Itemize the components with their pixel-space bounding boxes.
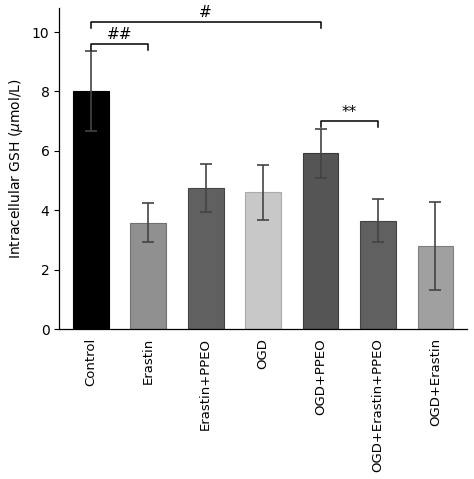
Bar <box>130 223 166 329</box>
Bar <box>246 193 281 329</box>
Text: ##: ## <box>107 27 132 43</box>
Y-axis label: Intracellular GSH ($\itμ$mol/L): Intracellular GSH ($\itμ$mol/L) <box>7 79 25 259</box>
Bar <box>418 246 453 329</box>
Bar <box>73 91 109 329</box>
Bar <box>303 153 338 329</box>
Bar <box>360 221 396 329</box>
Text: **: ** <box>342 105 357 120</box>
Bar <box>188 188 224 329</box>
Text: #: # <box>200 5 212 20</box>
